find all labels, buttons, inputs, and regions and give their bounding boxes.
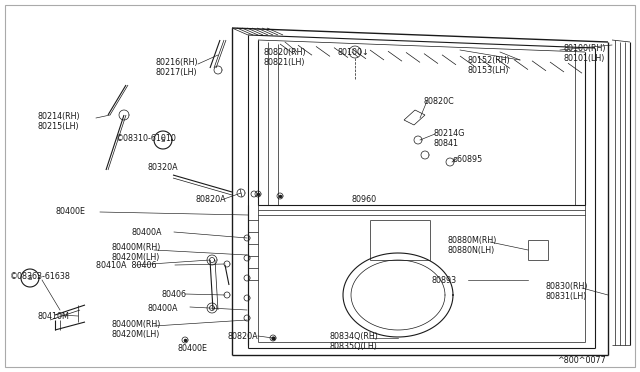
Text: ø60895: ø60895: [453, 155, 483, 164]
Text: 80820A: 80820A: [196, 195, 227, 204]
Text: 80893: 80893: [432, 276, 457, 285]
Text: ^800^0077: ^800^0077: [557, 356, 605, 365]
Text: 80410M: 80410M: [38, 312, 70, 321]
Text: 80400E: 80400E: [55, 207, 85, 216]
Text: 80400M(RH)
80420M(LH): 80400M(RH) 80420M(LH): [112, 243, 161, 262]
Text: 80820A: 80820A: [228, 332, 259, 341]
Text: 80830(RH)
80831(LH): 80830(RH) 80831(LH): [545, 282, 588, 301]
Text: 80820(RH)
80821(LH): 80820(RH) 80821(LH): [264, 48, 307, 67]
Text: ©08363-61638: ©08363-61638: [10, 272, 71, 281]
Text: 80152(RH)
80153(LH): 80152(RH) 80153(LH): [468, 56, 511, 76]
Text: 80100(RH)
80101(LH): 80100(RH) 80101(LH): [563, 44, 605, 63]
Text: 80820C: 80820C: [424, 97, 455, 106]
Text: 80100↓: 80100↓: [338, 48, 370, 57]
Text: 80960: 80960: [352, 195, 377, 204]
Text: 80880M(RH)
80880N(LH): 80880M(RH) 80880N(LH): [448, 236, 497, 256]
Text: 80400A: 80400A: [132, 228, 163, 237]
Text: 80320A: 80320A: [148, 163, 179, 172]
Text: 80214(RH)
80215(LH): 80214(RH) 80215(LH): [38, 112, 81, 131]
Text: 80410A  80406: 80410A 80406: [96, 261, 157, 270]
Text: 80400A: 80400A: [147, 304, 177, 313]
Text: S: S: [161, 137, 165, 143]
Text: 80406: 80406: [162, 290, 187, 299]
Text: 80216(RH)
80217(LH): 80216(RH) 80217(LH): [155, 58, 198, 77]
Text: 80214G
80841: 80214G 80841: [433, 129, 465, 148]
Text: 80400E: 80400E: [178, 344, 208, 353]
Text: S: S: [28, 275, 32, 281]
Text: ©08310-61010: ©08310-61010: [116, 134, 177, 143]
Text: 80400M(RH)
80420M(LH): 80400M(RH) 80420M(LH): [112, 320, 161, 339]
Text: 80834Q(RH)
80835Q(LH): 80834Q(RH) 80835Q(LH): [330, 332, 379, 352]
